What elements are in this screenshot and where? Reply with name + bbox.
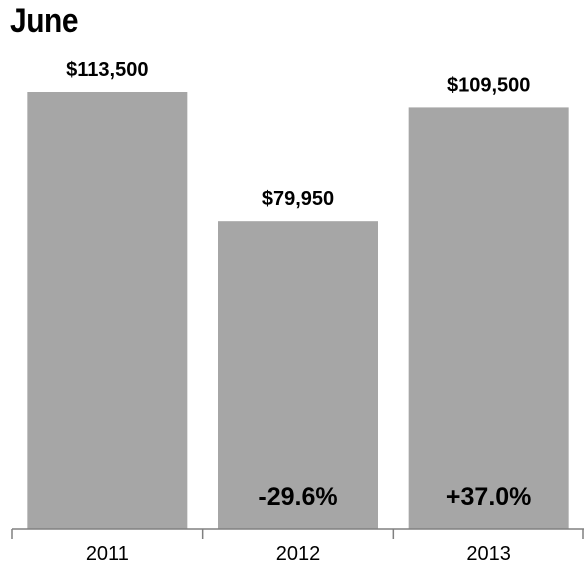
bar-2013 (408, 107, 569, 529)
change-label-2013: +37.0% (446, 483, 532, 511)
value-label-2012: $79,950 (262, 188, 334, 210)
x-tick-label-2012: 2012 (276, 543, 321, 565)
change-label-2012: -29.6% (258, 483, 337, 511)
value-label-2011: $113,500 (66, 59, 148, 81)
bar-2011 (27, 92, 188, 529)
x-axis (11, 528, 584, 539)
chart-title: June (10, 2, 79, 40)
x-tick-label-2011: 2011 (86, 543, 129, 565)
bars-group (27, 92, 569, 529)
change-labels-group: -29.6% +37.0% (258, 483, 531, 511)
value-label-2013: $109,500 (447, 74, 530, 96)
value-labels-group: $113,500 $79,950 $109,500 (66, 59, 530, 210)
x-tick-label-2013: 2013 (466, 543, 511, 565)
bar-2012 (218, 221, 378, 529)
x-tick-labels-group: 2011 2012 2013 (86, 543, 511, 565)
